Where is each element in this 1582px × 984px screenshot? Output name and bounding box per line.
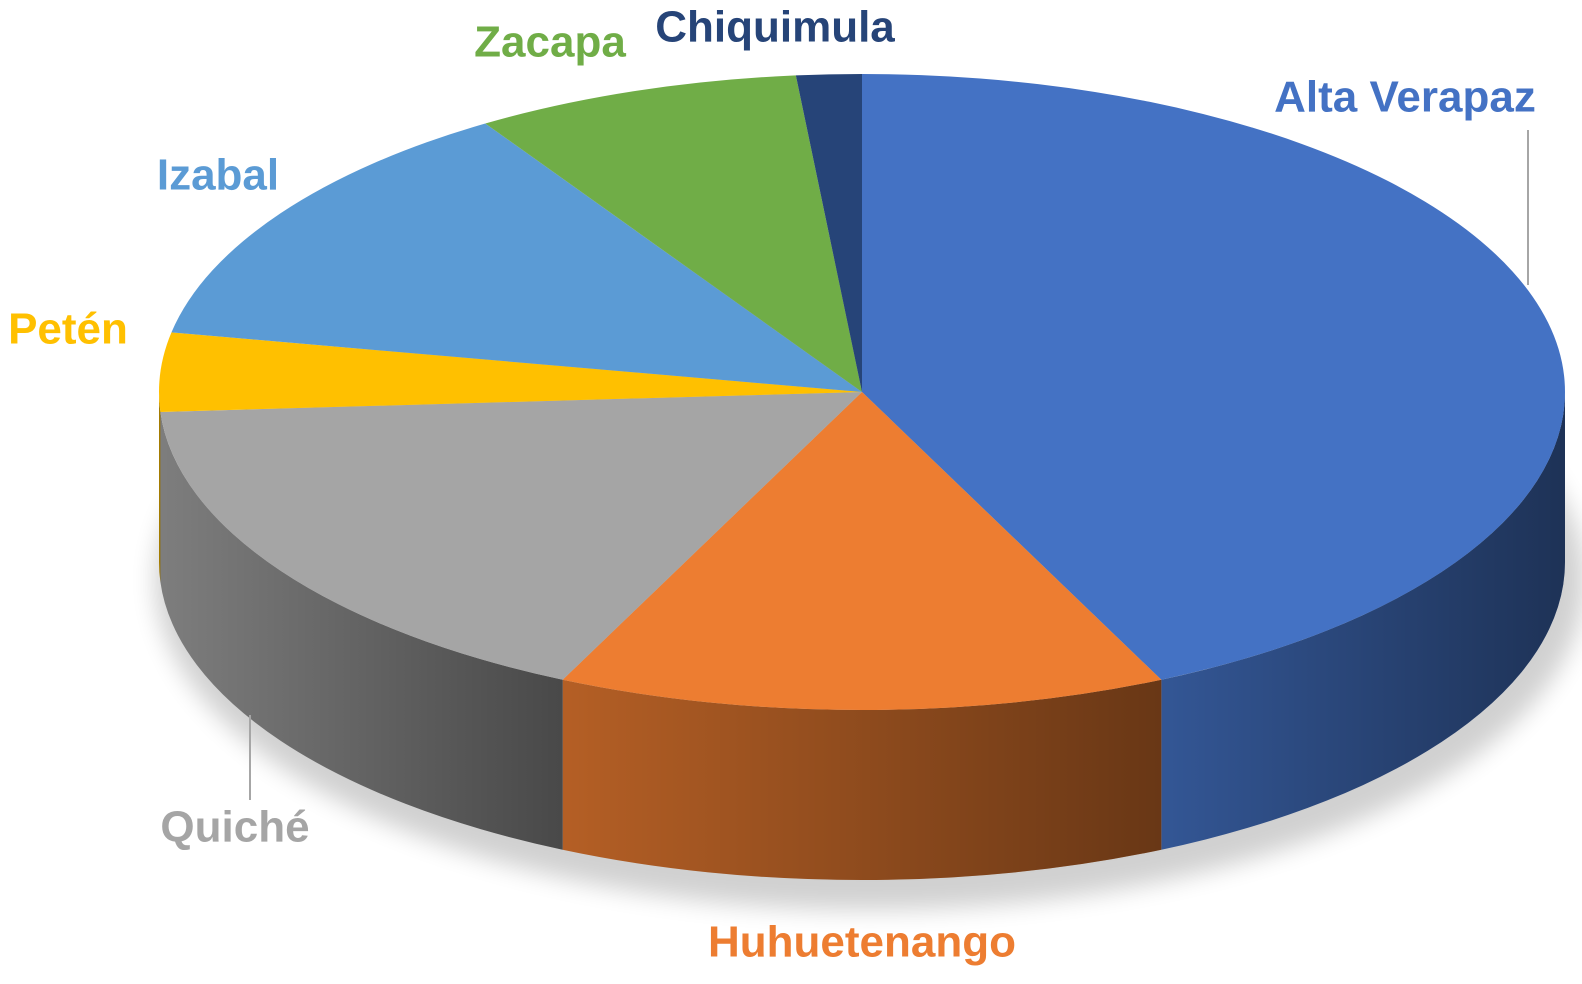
slice-label: Quiché	[160, 803, 309, 852]
labels: Alta Verapaz Huhuetenango Quiché Petén Izaba…	[8, 3, 1536, 967]
pie-slice	[160, 392, 862, 680]
pie-slice-side-shade	[562, 679, 1162, 880]
slice-label: Alta Verapaz	[1274, 73, 1536, 122]
pie-sides	[159, 392, 1565, 880]
pie-slice	[158, 332, 862, 412]
pie-slice	[795, 74, 862, 392]
pie-slice-side-shade	[159, 392, 161, 582]
pie-tops	[158, 74, 1565, 710]
pie-slice-side-shade	[160, 411, 563, 850]
slice-label: Izabal	[157, 151, 279, 200]
slice-label: Zacapa	[474, 18, 626, 67]
pie-slice	[485, 75, 862, 393]
pie-slice-side-shade	[1161, 392, 1565, 850]
pie-slice	[171, 123, 863, 392]
pie-slice	[862, 74, 1565, 680]
slice-label: Chiquimula	[655, 3, 895, 52]
slice-label: Huhuetenango	[708, 918, 1016, 967]
slice-label: Petén	[8, 305, 128, 354]
pie-slice	[562, 392, 1162, 710]
